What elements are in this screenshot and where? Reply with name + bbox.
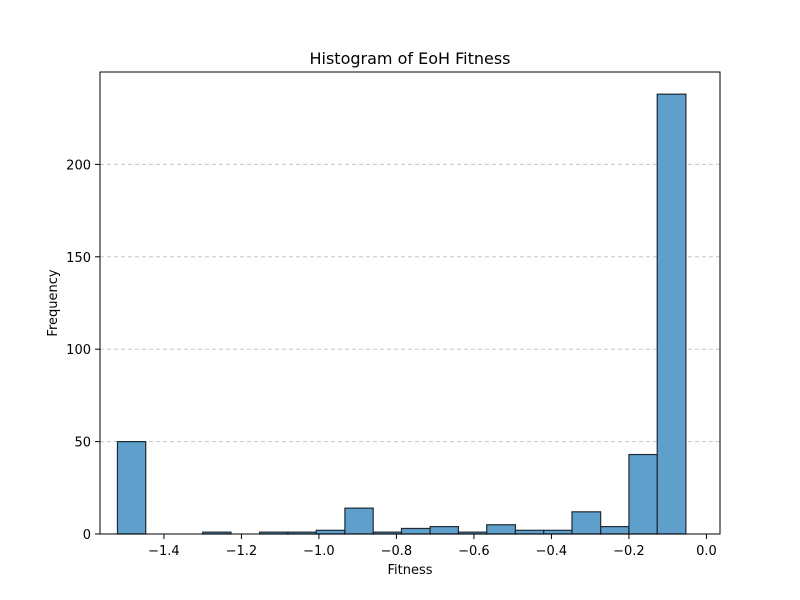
x-tick-label: −1.2	[226, 544, 258, 559]
x-axis-title: Fitness	[387, 563, 432, 578]
histogram-bar	[400, 527, 431, 535]
y-tick-label: 200	[66, 158, 91, 173]
y-tick-label: 0	[83, 528, 91, 543]
y-axis-title: Frequency	[46, 269, 61, 336]
x-tick-label: −0.2	[613, 544, 645, 559]
histogram-bar	[315, 529, 346, 535]
histogram-bars	[116, 93, 687, 535]
x-tick-label: −0.8	[381, 544, 413, 559]
y-tick-label: 150	[66, 251, 91, 266]
x-tick-label: −0.4	[536, 544, 568, 559]
grid-lines	[100, 163, 720, 443]
histogram-bar	[543, 529, 573, 535]
histogram-bar	[429, 526, 460, 535]
plot-area-frame	[99, 71, 721, 535]
histogram-bar	[628, 453, 658, 535]
x-axis-ticks: −1.4 −1.2 −1.0 −0.8 −0.6 −0.4 −0.2 0.0	[148, 534, 717, 559]
y-axis-ticks: 0 50 100 150 200	[66, 158, 100, 543]
y-tick-label: 50	[74, 436, 91, 451]
y-tick-label: 100	[66, 343, 91, 358]
histogram-bar	[656, 93, 687, 535]
histogram-bar	[486, 524, 517, 535]
histogram-bar	[600, 526, 630, 535]
x-tick-label: −0.6	[458, 544, 490, 559]
histogram-bar	[344, 507, 374, 535]
x-tick-label: −1.4	[148, 544, 180, 559]
chart-title: Histogram of EoH Fitness	[309, 49, 510, 68]
histogram-bar	[571, 511, 602, 535]
histogram-bar	[116, 441, 147, 535]
histogram-bar	[514, 529, 545, 535]
x-tick-label: 0.0	[696, 544, 717, 559]
x-tick-label: −1.0	[303, 544, 335, 559]
